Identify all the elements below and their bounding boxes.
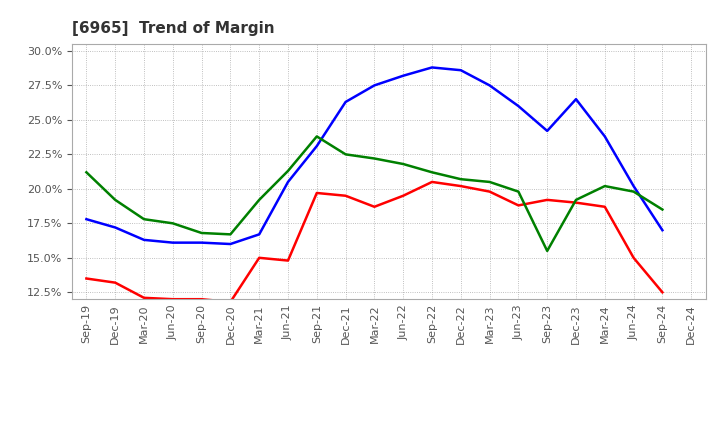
- Ordinary Income: [111, 225, 120, 230]
- Operating Cashflow: [140, 216, 148, 222]
- Net Income: [140, 295, 148, 301]
- Net Income: [572, 200, 580, 205]
- Operating Cashflow: [226, 232, 235, 237]
- Operating Cashflow: [514, 189, 523, 194]
- Net Income: [197, 297, 206, 302]
- Ordinary Income: [543, 128, 552, 134]
- Net Income: [312, 191, 321, 196]
- Legend: Ordinary Income, Net Income, Operating Cashflow: Ordinary Income, Net Income, Operating C…: [153, 438, 624, 440]
- Ordinary Income: [658, 227, 667, 233]
- Net Income: [226, 299, 235, 304]
- Ordinary Income: [197, 240, 206, 245]
- Ordinary Income: [140, 237, 148, 242]
- Net Income: [284, 258, 292, 263]
- Ordinary Income: [255, 232, 264, 237]
- Ordinary Income: [572, 96, 580, 102]
- Ordinary Income: [341, 99, 350, 105]
- Ordinary Income: [82, 216, 91, 222]
- Line: Net Income: Net Income: [86, 182, 662, 302]
- Net Income: [543, 197, 552, 202]
- Ordinary Income: [600, 134, 609, 139]
- Ordinary Income: [312, 143, 321, 149]
- Operating Cashflow: [629, 189, 638, 194]
- Operating Cashflow: [168, 221, 177, 226]
- Operating Cashflow: [284, 168, 292, 173]
- Ordinary Income: [456, 68, 465, 73]
- Operating Cashflow: [456, 176, 465, 182]
- Ordinary Income: [514, 103, 523, 109]
- Net Income: [600, 204, 609, 209]
- Operating Cashflow: [543, 248, 552, 253]
- Operating Cashflow: [428, 170, 436, 175]
- Net Income: [399, 193, 408, 198]
- Net Income: [428, 180, 436, 185]
- Ordinary Income: [399, 73, 408, 78]
- Line: Operating Cashflow: Operating Cashflow: [86, 136, 662, 251]
- Ordinary Income: [629, 183, 638, 189]
- Operating Cashflow: [255, 197, 264, 202]
- Operating Cashflow: [658, 207, 667, 212]
- Ordinary Income: [485, 83, 494, 88]
- Ordinary Income: [428, 65, 436, 70]
- Net Income: [341, 193, 350, 198]
- Net Income: [658, 290, 667, 295]
- Net Income: [370, 204, 379, 209]
- Net Income: [168, 297, 177, 302]
- Net Income: [514, 203, 523, 208]
- Operating Cashflow: [111, 197, 120, 202]
- Text: [6965]  Trend of Margin: [6965] Trend of Margin: [72, 21, 274, 36]
- Operating Cashflow: [572, 197, 580, 202]
- Ordinary Income: [284, 180, 292, 185]
- Net Income: [82, 276, 91, 281]
- Net Income: [485, 189, 494, 194]
- Net Income: [456, 183, 465, 189]
- Operating Cashflow: [197, 231, 206, 236]
- Operating Cashflow: [399, 161, 408, 167]
- Operating Cashflow: [600, 183, 609, 189]
- Operating Cashflow: [312, 134, 321, 139]
- Net Income: [255, 255, 264, 260]
- Net Income: [111, 280, 120, 285]
- Operating Cashflow: [485, 180, 494, 185]
- Ordinary Income: [168, 240, 177, 245]
- Operating Cashflow: [82, 170, 91, 175]
- Line: Ordinary Income: Ordinary Income: [86, 67, 662, 244]
- Operating Cashflow: [370, 156, 379, 161]
- Ordinary Income: [226, 242, 235, 247]
- Ordinary Income: [370, 83, 379, 88]
- Net Income: [629, 255, 638, 260]
- Operating Cashflow: [341, 152, 350, 157]
